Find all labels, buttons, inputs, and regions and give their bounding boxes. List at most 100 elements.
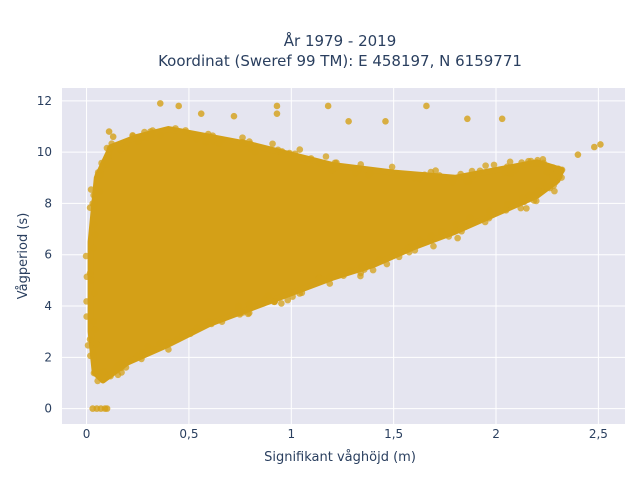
scatter-point — [286, 149, 293, 157]
scatter-point — [326, 280, 334, 287]
scatter-point — [535, 187, 542, 194]
scatter-point — [375, 256, 383, 263]
data-points — [82, 100, 604, 412]
scatter-point — [557, 167, 565, 175]
y-tick-label: 10 — [37, 145, 52, 159]
scatter-point — [552, 178, 559, 186]
scatter-point — [98, 159, 105, 167]
scatter-point — [357, 161, 365, 168]
scatter-point — [89, 349, 97, 357]
scatter-point — [156, 100, 164, 107]
scatter-point — [352, 165, 359, 172]
scatter-point — [382, 118, 389, 125]
scatter-point — [109, 133, 117, 141]
x-tick-label: 2 — [492, 427, 500, 441]
scatter-point — [164, 339, 171, 346]
scatter-point — [523, 205, 530, 212]
scatter-point — [182, 127, 189, 134]
scatter-point — [156, 340, 164, 348]
scatter-point — [319, 276, 327, 284]
scatter-point — [469, 172, 476, 180]
scatter-point — [346, 267, 354, 275]
y-tick-label: 6 — [44, 248, 52, 262]
chart-title-line2: Koordinat (Sweref 99 TM): E 458197, N 61… — [158, 52, 522, 70]
scatter-point — [345, 118, 352, 125]
scatter-point — [273, 102, 281, 110]
x-tick-label: 2,5 — [589, 427, 608, 441]
scatter-point — [326, 273, 334, 281]
scatter-point — [512, 166, 519, 174]
scatter-point — [506, 158, 514, 166]
scatter-point — [89, 200, 97, 207]
scatter-point — [407, 243, 415, 251]
scatter-point — [504, 201, 511, 208]
scatter-point — [485, 214, 493, 222]
scatter-point — [438, 228, 445, 235]
scatter-point — [100, 368, 108, 376]
scatter-point — [121, 144, 129, 152]
scatter-point — [197, 110, 205, 117]
scatter-point — [452, 221, 460, 228]
scatter-point — [551, 187, 558, 195]
scatter-point — [502, 207, 510, 214]
scatter-point — [204, 130, 212, 138]
scatter-point — [251, 148, 259, 156]
scatter-point — [138, 355, 145, 363]
scatter-point — [574, 151, 582, 158]
scatter-point — [357, 272, 364, 280]
scatter-point — [490, 161, 498, 169]
scatter-point — [91, 326, 99, 333]
scatter-point — [540, 159, 547, 167]
y-tick-label: 0 — [44, 402, 52, 416]
scatter-point — [84, 342, 92, 349]
scatter-point — [106, 145, 114, 152]
x-tick-label: 0,5 — [179, 427, 198, 441]
scatter-point — [369, 266, 377, 274]
scatter-point — [461, 223, 469, 230]
scatter-point — [458, 227, 465, 235]
scatter-point — [332, 164, 339, 172]
scatter-point — [391, 250, 398, 258]
scatter-point — [148, 131, 155, 139]
y-tick-label: 4 — [44, 299, 52, 313]
scatter-point — [94, 377, 101, 385]
scatter-point — [527, 157, 535, 165]
scatter-point — [271, 298, 278, 306]
scatter-point — [427, 168, 435, 176]
scatter-point — [91, 231, 99, 239]
scatter-point — [340, 272, 347, 279]
scatter-point — [96, 172, 104, 179]
x-tick-label: 0 — [83, 427, 91, 441]
scatter-point — [533, 197, 540, 205]
scatter-point — [82, 252, 90, 260]
scatter-point — [360, 266, 368, 273]
scatter-point — [498, 115, 506, 123]
scatter-point — [86, 335, 94, 343]
scatter-point — [352, 169, 359, 177]
scatter-point — [103, 405, 111, 412]
scatter-point — [296, 290, 304, 297]
scatter-point — [454, 234, 461, 242]
scatter-point — [247, 140, 254, 148]
scatter-point — [83, 313, 90, 320]
scatter-point — [289, 293, 296, 300]
scatter-point — [269, 140, 276, 148]
scatter-point — [129, 132, 137, 140]
scatter-point — [590, 143, 598, 151]
scatter-point — [122, 138, 130, 146]
scatter-point — [278, 300, 285, 307]
scatter-point — [284, 296, 292, 304]
scatter-point — [503, 163, 511, 170]
scatter-point — [107, 370, 114, 378]
scatter-point — [193, 135, 200, 143]
scatter-point — [452, 227, 460, 234]
scatter-point — [90, 318, 97, 325]
scatter-point — [517, 204, 525, 212]
scatter-point — [174, 336, 182, 343]
scatter-point — [466, 214, 474, 221]
scatter-point — [428, 232, 435, 240]
scatter-point — [405, 248, 413, 256]
scatter-point — [244, 310, 252, 318]
x-tick-label: 1,5 — [384, 427, 403, 441]
scatter-point — [215, 140, 223, 147]
